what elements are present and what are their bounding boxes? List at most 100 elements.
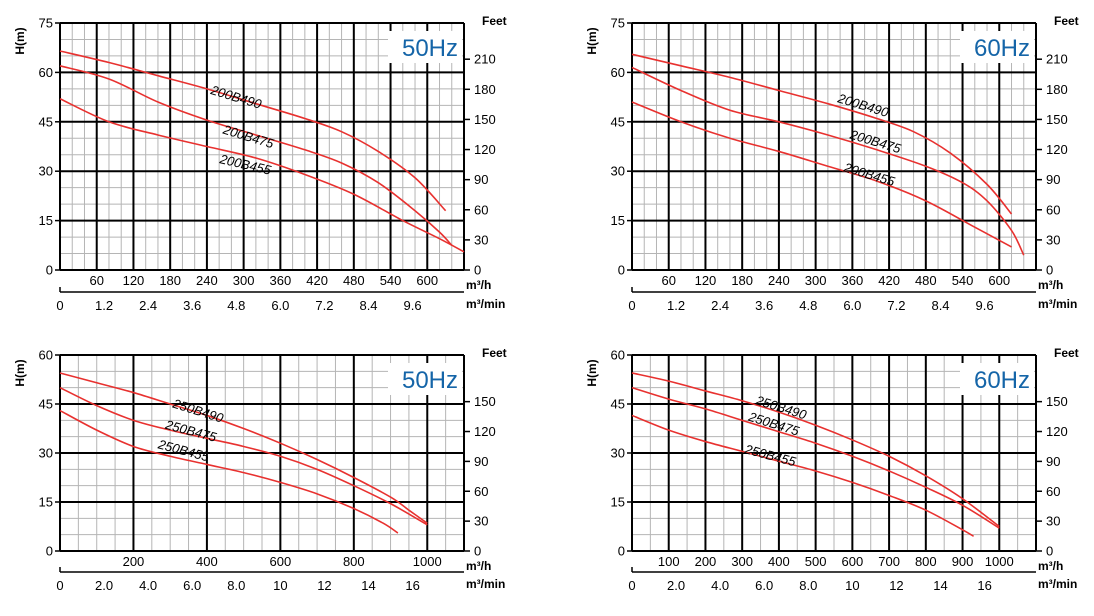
- x2-tick-label: 3.6: [183, 298, 201, 313]
- feet-tick-label: 150: [474, 112, 496, 127]
- frequency-label: 50Hz: [402, 35, 458, 62]
- curve-label: 200B490: [835, 90, 891, 120]
- y-tick-label: 45: [39, 397, 53, 412]
- x2-tick-label: 8.4: [359, 298, 377, 313]
- x2-tick-label: 8.4: [931, 298, 949, 313]
- feet-tick-label: 90: [1046, 172, 1060, 187]
- y-tick-label: 60: [39, 348, 53, 363]
- x2-tick-label: 9.6: [976, 298, 994, 313]
- curve-200b455: [59, 98, 465, 253]
- x2-tick-label: 4.8: [799, 298, 817, 313]
- curve-200b490: [631, 53, 1013, 215]
- x2-axis-title: m³/min: [1038, 297, 1077, 311]
- major-grid: [632, 22, 1036, 270]
- x-tick-label: 200: [695, 554, 717, 569]
- curve-200b475: [631, 66, 1025, 256]
- x-tick-label: 300: [731, 554, 753, 569]
- x-tick-label: 600: [270, 554, 292, 569]
- x2-tick-label: 16: [405, 578, 419, 593]
- x2-tick-label: 16: [977, 578, 991, 593]
- feet-tick-label: 30: [1046, 514, 1060, 529]
- feet-tick-label: 60: [474, 202, 488, 217]
- x-tick-label: 540: [952, 273, 974, 288]
- feet-tick-label: 0: [474, 544, 481, 559]
- curve-label: 250B455: [742, 441, 798, 469]
- curve-250b455: [631, 414, 974, 537]
- x-tick-label: 360: [270, 273, 292, 288]
- feet-tick-label: 0: [1046, 544, 1053, 559]
- x-tick-label: 300: [805, 273, 827, 288]
- x-tick-label: 480: [915, 273, 937, 288]
- curve-200b475: [59, 65, 453, 246]
- x2-tick-label: 4.0: [139, 578, 157, 593]
- frequency-label: 60Hz: [974, 367, 1030, 394]
- x2-tick-label: 0: [56, 578, 63, 593]
- y-tick-label: 30: [39, 164, 53, 179]
- x-tick-label: 120: [123, 273, 145, 288]
- frequency-label-bg: [388, 363, 462, 395]
- y-axis-title: H(m): [585, 27, 599, 54]
- feet-tick-label: 150: [1046, 112, 1068, 127]
- curve-250b490: [59, 372, 428, 524]
- y-tick-label: 60: [611, 65, 625, 80]
- x2-tick-label: 2.0: [95, 578, 113, 593]
- x-tick-label: 400: [768, 554, 790, 569]
- feet-tick-label: 210: [474, 52, 496, 67]
- feet-tick-label: 150: [1046, 394, 1068, 409]
- curve-200b455: [631, 101, 1012, 248]
- x2-tick-label: 9.6: [404, 298, 422, 313]
- chart-2: 0 15 30 45 60 75 H(m) 0 30 60 90 120 150 180 210 Feet 60…: [585, 14, 1079, 313]
- y-tick-label: 75: [611, 16, 625, 31]
- x2-tick-label: 8.0: [799, 578, 817, 593]
- feet-tick-label: 210: [1046, 52, 1068, 67]
- x2-tick-label: 14: [361, 578, 375, 593]
- x2-axis-title: m³/min: [1038, 577, 1077, 591]
- x2-tick-label: 8.0: [227, 578, 245, 593]
- feet-axis-title: Feet: [482, 14, 507, 28]
- x2-tick-label: 2.4: [139, 298, 157, 313]
- x2-tick-label: 0: [628, 298, 635, 313]
- x-tick-label: 1000: [413, 554, 442, 569]
- x2-tick-label: 12: [317, 578, 331, 593]
- feet-tick-label: 90: [474, 454, 488, 469]
- y-axis-title: H(m): [585, 359, 599, 386]
- curve-label: 200B475: [847, 126, 903, 156]
- x-tick-label: 400: [196, 554, 218, 569]
- feet-tick-label: 60: [1046, 202, 1060, 217]
- x-tick-label: 600: [416, 273, 438, 288]
- frequency-label-bg: [960, 363, 1034, 395]
- x-axis-title: m³/h: [466, 278, 491, 292]
- x-tick-label: 800: [915, 554, 937, 569]
- curve-250b475: [631, 386, 1000, 529]
- frequency-label-bg: [388, 31, 462, 63]
- x-tick-label: 100: [658, 554, 680, 569]
- y-axis-title: H(m): [13, 359, 27, 386]
- x2-tick-label: 3.6: [755, 298, 773, 313]
- x-tick-label: 540: [380, 273, 402, 288]
- x-tick-label: 180: [731, 273, 753, 288]
- y-tick-label: 45: [39, 114, 53, 129]
- y-tick-label: 45: [611, 397, 625, 412]
- y-tick-label: 0: [46, 263, 53, 278]
- x2-tick-label: 12: [889, 578, 903, 593]
- frequency-label: 60Hz: [974, 35, 1030, 62]
- y-tick-label: 45: [611, 114, 625, 129]
- x2-axis-title: m³/min: [466, 577, 505, 591]
- x2-tick-label: 1.2: [667, 298, 685, 313]
- y-tick-label: 60: [611, 348, 625, 363]
- y-tick-label: 15: [39, 495, 53, 510]
- y-tick-label: 30: [39, 446, 53, 461]
- curve-250b475: [59, 386, 428, 526]
- feet-tick-label: 0: [474, 263, 481, 278]
- feet-tick-label: 30: [474, 232, 488, 247]
- x-tick-label: 420: [306, 273, 328, 288]
- x-axis-title: m³/h: [1038, 278, 1063, 292]
- x-tick-label: 800: [343, 554, 365, 569]
- y-tick-label: 0: [618, 544, 625, 559]
- x-axis-title: m³/h: [466, 559, 491, 573]
- x2-tick-label: 0: [56, 298, 63, 313]
- y-tick-label: 0: [46, 544, 53, 559]
